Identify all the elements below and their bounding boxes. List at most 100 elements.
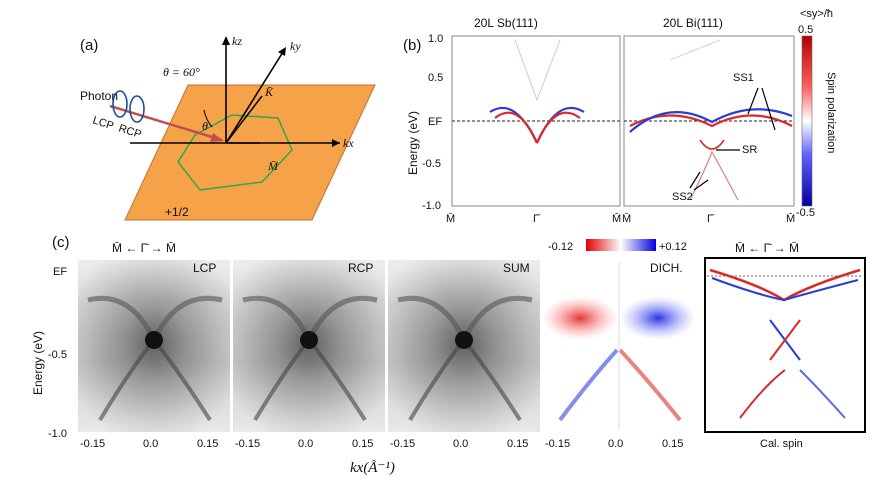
bi-xtick-m2: M̄	[786, 212, 795, 225]
sum-dirac-point	[455, 331, 473, 349]
sum-label: SUM	[503, 261, 530, 275]
sum-xtick-2: 0.0	[453, 438, 468, 450]
bi-band-blue	[629, 108, 793, 133]
dir-left: M̄ ← Γ̄ → M̄	[112, 241, 176, 255]
sb-xtick-m1: M̄	[446, 212, 455, 225]
kz-arrowhead	[222, 36, 230, 45]
c-xlabel: kx(Å⁻¹)	[350, 460, 395, 476]
b-ytick-ef: EF	[428, 116, 442, 128]
dich-xtick-2: 0.0	[608, 438, 623, 450]
bi-xtick-g: Γ̄	[707, 213, 715, 225]
brillouin-plane	[124, 84, 376, 221]
hexagon-bz	[177, 114, 293, 191]
c-xticks: -0.15 0.0 0.15 -0.15 0.0 0.15 -0.15 0.0 …	[80, 438, 683, 450]
dich-xtick-1: -0.15	[545, 438, 570, 450]
cal-blue-band	[711, 277, 859, 302]
m-label: M̄	[267, 159, 279, 173]
bi-xtick-m1: M̄	[622, 212, 631, 225]
dich-blue-band	[558, 348, 619, 422]
b-ytick-1: 1.0	[428, 33, 443, 45]
bi-title: 20L Bi(111)	[663, 16, 723, 30]
lcp-ring	[112, 90, 128, 118]
arpes-sum: SUM	[388, 260, 540, 432]
b-ytick-4: -0.5	[422, 158, 441, 170]
b-ytick-5: -1.0	[422, 200, 441, 212]
b-ylabel: Energy (eV)	[406, 111, 420, 175]
panel-c-label: (c)	[52, 234, 70, 251]
lcp-xtick-3: 0.15	[197, 438, 218, 450]
c-ylabel: Energy (eV)	[31, 331, 45, 395]
panel-a-label: (a)	[80, 37, 98, 54]
dich-colorbar	[586, 239, 656, 251]
cal-spin-frame	[704, 257, 866, 433]
colorbar-min: -0.5	[796, 207, 815, 219]
ss2-arrow-a	[689, 171, 701, 189]
ann-ss1: SS1	[733, 72, 754, 84]
kx-arrowhead	[332, 139, 340, 147]
panel-a: (a) Photon LCP RCP θ = 60° θ kx ky kz K̄…	[80, 34, 376, 221]
ky-axis	[225, 51, 284, 144]
theta-arc	[203, 109, 213, 128]
arpes-dich: DICH. -0.12 +0.12	[542, 239, 696, 432]
ky-arrowhead	[278, 47, 286, 56]
theta-eq-label: θ = 60°	[163, 65, 200, 79]
ann-sr: SR	[742, 144, 757, 156]
spin-colorbar	[801, 35, 813, 207]
half-label: +1/2	[165, 205, 189, 219]
dich-blue-blob	[620, 296, 696, 340]
ss2-arrow-b	[693, 179, 709, 191]
cal-x-red	[769, 319, 801, 361]
c-ytick-mid: -0.5	[48, 349, 67, 361]
rcp-label: RCP	[117, 122, 143, 141]
dich-xtick-3: 0.15	[662, 438, 683, 450]
k-vector	[225, 95, 263, 144]
rcp-label: RCP	[348, 261, 373, 275]
panel-b-label: (b)	[403, 37, 421, 54]
bi-sr-band	[699, 139, 725, 150]
photon-label: Photon	[80, 89, 118, 103]
sb-title: 20L Sb(111)	[474, 16, 538, 30]
rcp-dirac-point	[300, 331, 318, 349]
arpes-rcp: RCP	[233, 260, 385, 432]
c-ytick-ef: EF	[53, 266, 67, 278]
lcp-dirac-point	[145, 331, 163, 349]
k-label: K̄	[264, 85, 274, 99]
sb-bulk-faint	[514, 39, 561, 102]
sb-xtick-g: Γ̄	[533, 213, 541, 225]
c-ytick-bottom: -1.0	[48, 428, 67, 440]
dich-red-blob	[542, 296, 618, 340]
theta-label: θ	[202, 119, 208, 133]
ss1-arrow-a	[747, 87, 759, 115]
lcp-xtick-2: 0.0	[143, 438, 158, 450]
bi-ss2-band	[689, 150, 739, 201]
rcp-xtick-2: 0.0	[298, 438, 313, 450]
dir-right: M̄ ← Γ̄ → M̄	[735, 241, 799, 255]
panel-c: (c) +1/2 M̄ ← Γ̄ → M̄ M̄ ← Γ̄ → M̄ Energ…	[31, 205, 866, 476]
colorbar-title: <sy>/ħ	[800, 8, 833, 20]
rcp-ring	[129, 95, 145, 123]
sum-xtick-3: 0.15	[507, 438, 528, 450]
sum-xtick-1: -0.15	[390, 438, 415, 450]
sb-band-red-right	[535, 111, 581, 144]
colorbar-max: 0.5	[798, 24, 813, 36]
lcp-xtick-1: -0.15	[80, 438, 105, 450]
colorbar-label: Spin polarization	[825, 72, 837, 153]
kx-label: kx	[343, 136, 354, 150]
lcp-label: LCP	[193, 261, 216, 275]
cal-lower-blue	[799, 369, 846, 419]
photon-arrowhead	[210, 133, 224, 142]
lcp-label: LCP	[91, 114, 115, 132]
sb-xtick-m2: M̄	[612, 212, 621, 225]
ann-ss2: SS2	[672, 191, 693, 203]
ss1-arrow-b	[761, 87, 776, 131]
dich-min: -0.12	[548, 241, 573, 253]
ky-label: ky	[290, 39, 301, 53]
rcp-xtick-3: 0.15	[352, 438, 373, 450]
cal-spin-panel: Cal. spin	[704, 257, 866, 450]
photon-beam	[109, 104, 223, 142]
bi-bulk-faint	[669, 39, 721, 61]
panel-b: (b) 20L Sb(111) 20L Bi(111) Energy (eV) …	[403, 8, 837, 225]
b-ytick-2: 0.5	[428, 72, 443, 84]
cal-spin-label: Cal. spin	[760, 438, 803, 450]
